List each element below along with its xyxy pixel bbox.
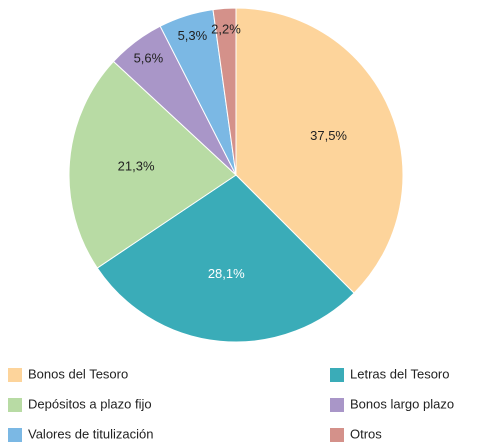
- data-label: 37,5%: [310, 128, 347, 143]
- pie-slice: [96, 174, 355, 343]
- legend-label: Bonos largo plazo: [350, 396, 454, 411]
- data-label: 28,1%: [208, 266, 245, 281]
- data-label: 21,3%: [118, 159, 155, 174]
- data-label: 2,2%: [211, 21, 241, 36]
- data-label: 5,3%: [178, 28, 208, 43]
- legend-swatch: [8, 368, 22, 382]
- legend-swatch: [8, 428, 22, 442]
- pie-slice: [235, 7, 404, 294]
- pie-slice: [212, 7, 237, 176]
- legend-swatch: [8, 398, 22, 412]
- legend-label: Otros: [350, 426, 382, 441]
- data-label: 5,6%: [134, 51, 164, 66]
- legend-swatch: [330, 428, 344, 442]
- legend-label: Valores de titulización: [28, 426, 154, 441]
- legend-label: Letras del Tesoro: [350, 366, 450, 381]
- pie-slice: [68, 60, 237, 269]
- legend-label: Depósitos a plazo fijo: [28, 396, 152, 411]
- legend-swatch: [330, 398, 344, 412]
- legend-swatch: [330, 368, 344, 382]
- legend-label: Bonos del Tesoro: [28, 366, 128, 381]
